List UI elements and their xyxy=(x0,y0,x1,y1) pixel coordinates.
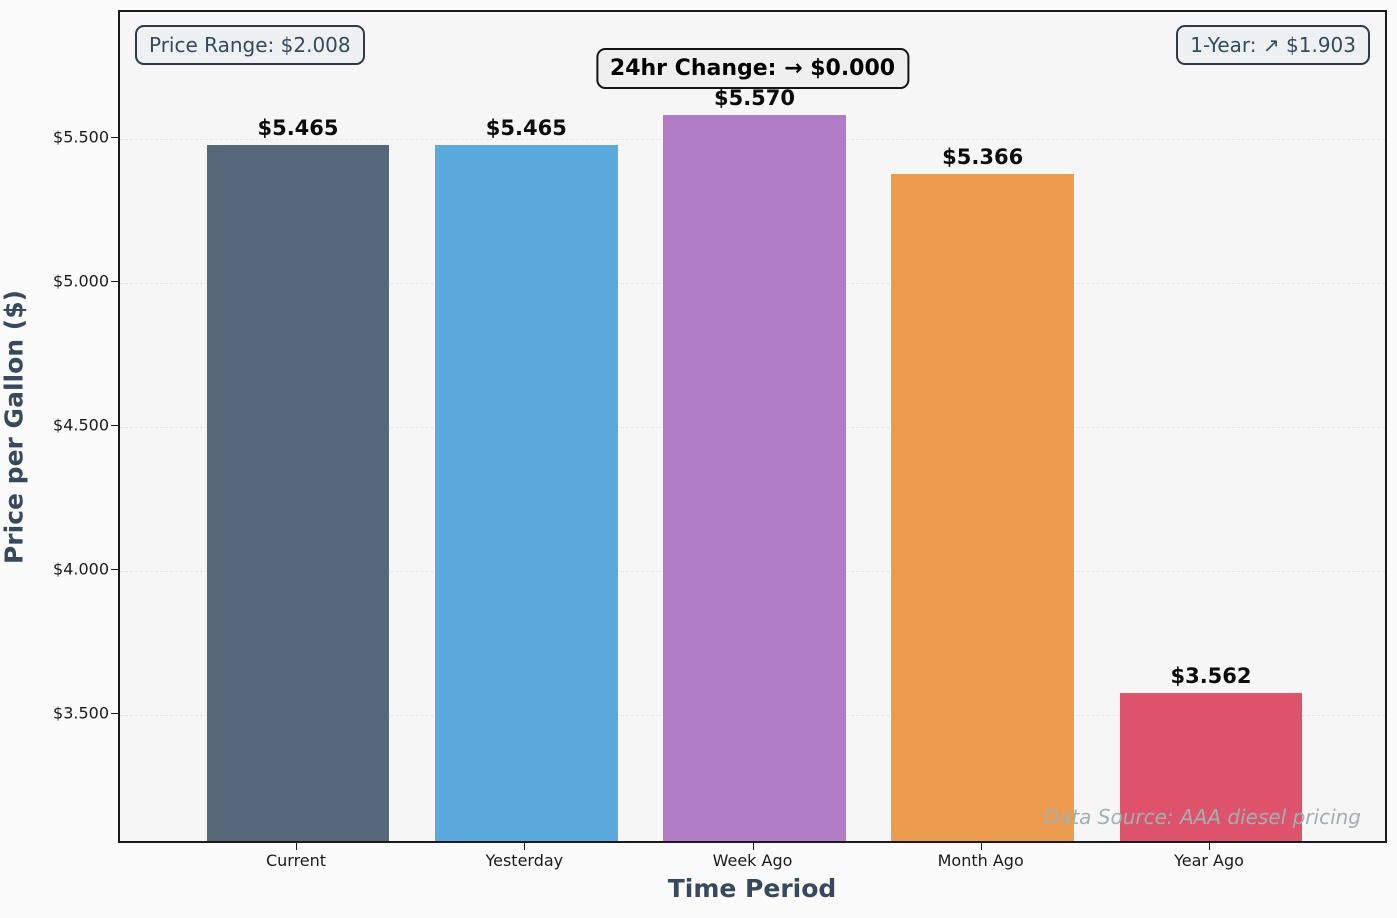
bar-value-label: $3.562 xyxy=(1170,664,1252,689)
one-year-badge: 1-Year: ↗ $1.903 xyxy=(1176,25,1370,65)
bar-value-label: $5.465 xyxy=(485,116,567,141)
y-tick-mark xyxy=(111,425,118,427)
price-range-badge: Price Range: $2.008 xyxy=(135,25,365,65)
bar-week-ago xyxy=(663,114,846,841)
bar-month-ago xyxy=(891,173,1074,841)
data-source-note: Data Source: AAA diesel pricing xyxy=(1043,805,1361,829)
y-tick-label: $5.500 xyxy=(53,127,109,147)
bar-yesterday xyxy=(435,145,618,841)
bar-value-label: $5.465 xyxy=(257,116,339,141)
y-tick-label: $4.500 xyxy=(53,415,109,435)
x-tick-mark xyxy=(752,843,754,850)
x-tick-label: Year Ago xyxy=(1174,851,1244,870)
x-tick-label: Week Ago xyxy=(712,851,793,870)
bar-value-label: $5.570 xyxy=(713,85,796,110)
y-tick-mark xyxy=(111,713,118,715)
bar-current xyxy=(206,145,390,841)
change-24hr-badge: 24hr Change: → $0.000 xyxy=(595,48,910,89)
x-axis-title: Time Period xyxy=(667,874,837,903)
x-tick-mark xyxy=(1209,843,1210,850)
x-tick-mark xyxy=(296,843,297,850)
y-tick-label: $3.500 xyxy=(53,703,109,723)
y-tick-mark xyxy=(111,281,118,282)
x-tick-mark xyxy=(980,843,982,850)
x-tick-mark xyxy=(524,843,526,850)
bar-year-ago xyxy=(1119,693,1303,841)
x-tick-label: Current xyxy=(265,851,327,870)
x-tick-label: Yesterday xyxy=(485,851,564,870)
plot-area: $5.465 $5.465 $5.570 $5.366 $3.562 Price Ran… xyxy=(118,10,1387,843)
y-tick-mark xyxy=(111,137,118,138)
bar-value-label: $5.366 xyxy=(942,144,1024,169)
y-tick-label: $5.000 xyxy=(53,271,109,291)
y-tick-mark xyxy=(111,569,118,571)
y-tick-label: $4.000 xyxy=(53,559,109,579)
x-tick-label: Month Ago xyxy=(937,851,1024,870)
y-axis-title: Price per Gallon ($) xyxy=(0,289,29,565)
